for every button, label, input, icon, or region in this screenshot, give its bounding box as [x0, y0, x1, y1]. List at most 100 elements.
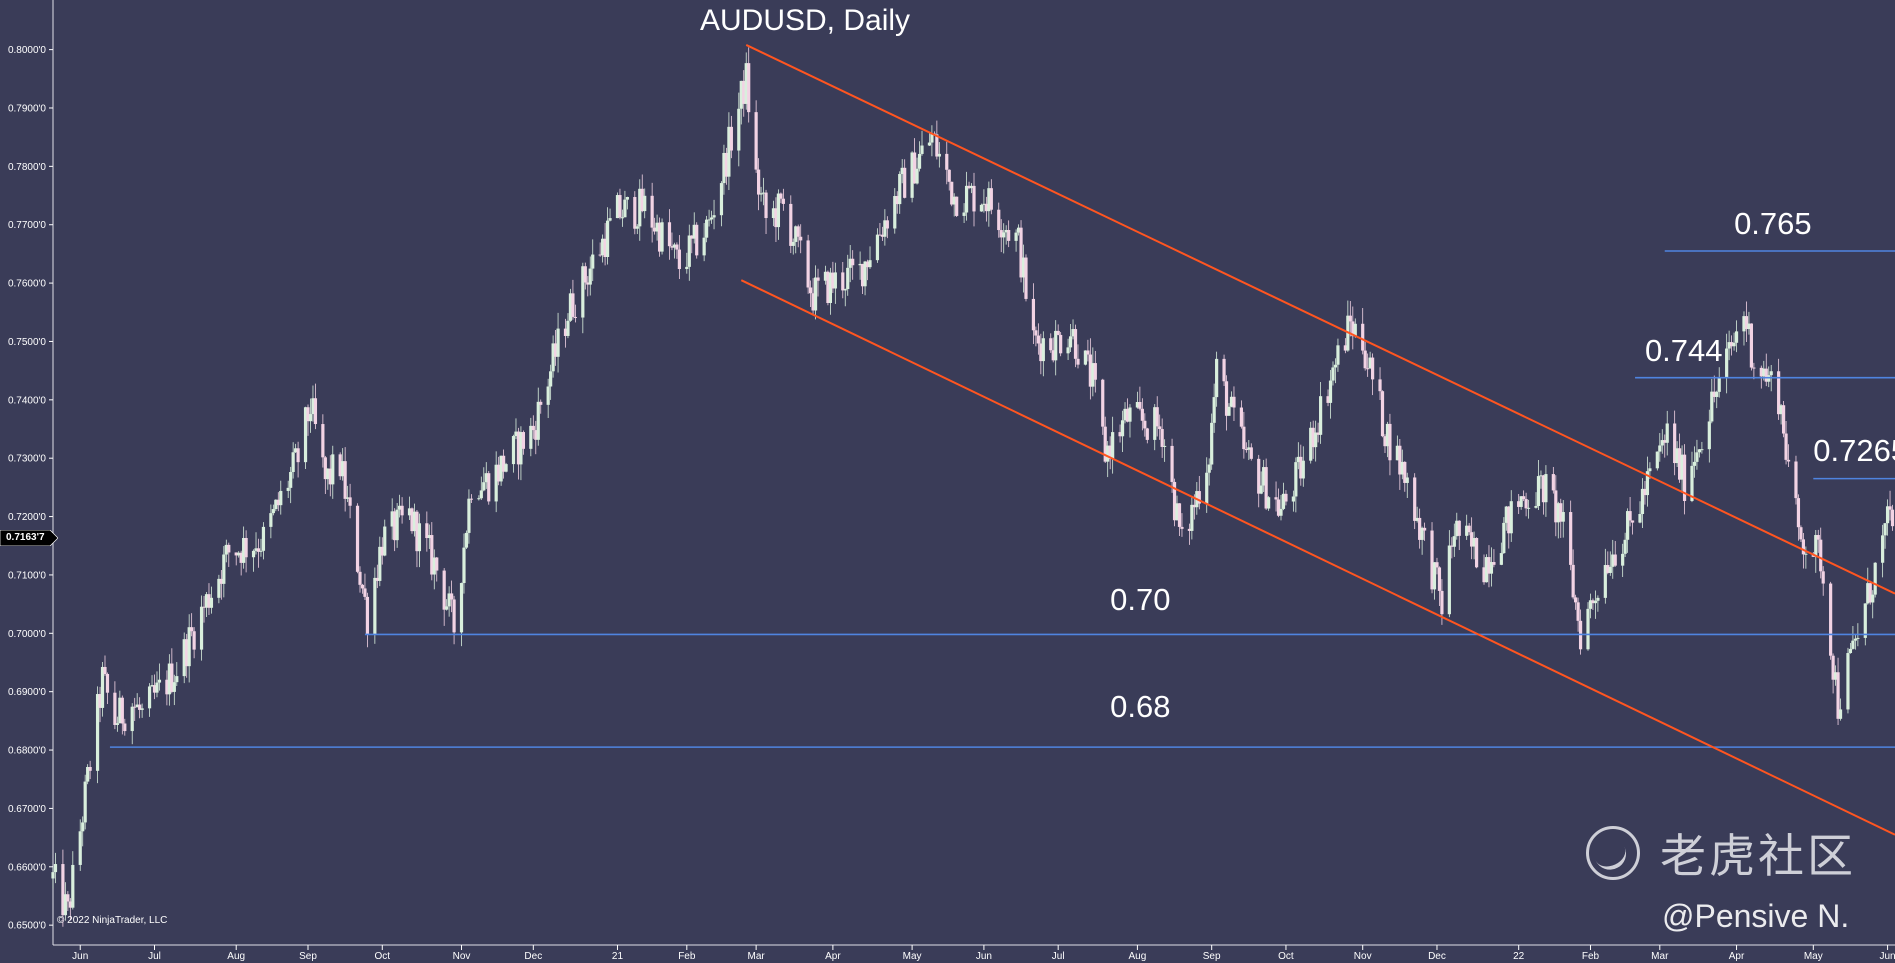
candle-body [1846, 653, 1850, 710]
candle-body [1368, 357, 1372, 369]
candle-body [130, 706, 134, 732]
candle [1242, 411, 1246, 459]
candle [1628, 496, 1632, 527]
candle-body [598, 254, 602, 256]
candle [764, 189, 768, 235]
candle-body [306, 407, 310, 422]
candle [875, 228, 880, 263]
candle [556, 312, 560, 373]
candle-body [878, 234, 882, 236]
candle [427, 524, 431, 549]
candle-body [1762, 368, 1766, 377]
candle [1695, 439, 1699, 470]
candle-body [1083, 350, 1088, 365]
candle [1435, 557, 1439, 575]
candle [1301, 446, 1305, 487]
candle [937, 142, 941, 168]
candle-body [1014, 232, 1018, 241]
candle-body [1665, 423, 1669, 443]
candle [655, 214, 659, 241]
candle-body [722, 152, 726, 184]
candle [464, 530, 469, 549]
candle-body [1051, 350, 1055, 361]
candle-body [152, 685, 157, 693]
candle [1613, 541, 1617, 567]
candle [1316, 422, 1320, 443]
candle [1784, 421, 1788, 465]
candle-body [875, 234, 880, 261]
candle [1279, 494, 1283, 521]
candle [1333, 358, 1338, 384]
candle-body [86, 767, 90, 782]
candle [1888, 490, 1892, 521]
x-tick-label: Mar [1651, 951, 1669, 962]
candle-body [620, 217, 625, 219]
candle-body [427, 535, 431, 539]
candle-body [927, 142, 932, 146]
candle-body [1259, 485, 1263, 494]
candle-body [1752, 367, 1756, 369]
candle-body [147, 686, 152, 709]
candle [341, 448, 345, 481]
candle [1819, 527, 1823, 579]
candle-body [294, 448, 298, 453]
candlesticks [51, 47, 1895, 927]
x-tick-label: Sep [1203, 951, 1221, 962]
candle [1474, 537, 1479, 569]
candle-body [1244, 449, 1248, 451]
candle [1276, 488, 1281, 518]
candle-body [1103, 426, 1107, 462]
candle [1311, 420, 1315, 459]
candle [393, 508, 397, 552]
candle [487, 470, 491, 505]
candle-body [952, 196, 956, 205]
candle-body [529, 425, 533, 449]
candle [98, 686, 102, 723]
candle-body [962, 212, 966, 216]
candle-body [858, 263, 862, 266]
candle-body [846, 267, 850, 290]
candle [1291, 490, 1295, 512]
candle-body [1643, 488, 1647, 496]
candle [390, 498, 394, 540]
candle-body [393, 511, 397, 541]
candle-body [883, 220, 887, 237]
candle-body [289, 472, 293, 488]
candle [135, 693, 139, 708]
candle [412, 503, 417, 537]
y-tick-label: 0.7100'0 [8, 570, 46, 581]
candle-body [920, 145, 924, 154]
candle-body [1135, 402, 1140, 408]
y-tick-label: 0.7200'0 [8, 512, 46, 523]
candle-body [88, 767, 92, 771]
candle-body [1759, 367, 1763, 377]
candle-body [903, 167, 907, 198]
candle-body [1799, 527, 1803, 540]
candle-body [259, 550, 263, 552]
candle [430, 522, 434, 581]
candle-body [1457, 520, 1461, 536]
candle [81, 816, 85, 847]
candle [1385, 421, 1390, 458]
candle-body [1455, 520, 1459, 537]
candle-body [1744, 316, 1749, 330]
candle-body [1675, 448, 1679, 464]
candle [1821, 566, 1825, 596]
candle-body [380, 546, 384, 556]
candle [964, 171, 969, 221]
candle-body [1608, 566, 1612, 573]
candle-body [764, 192, 768, 219]
candle-body [860, 263, 865, 287]
candle [1210, 413, 1214, 470]
candle [1729, 335, 1734, 356]
candle-body [1871, 594, 1875, 603]
candle [326, 468, 330, 490]
candle-body [1576, 602, 1580, 621]
candle [677, 235, 681, 280]
candle [1777, 358, 1781, 420]
candle [1853, 634, 1857, 650]
candle-body [1873, 562, 1877, 595]
candle [672, 242, 677, 259]
candle [1086, 339, 1090, 362]
